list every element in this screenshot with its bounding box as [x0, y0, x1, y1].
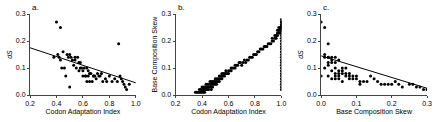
svg-text:dS: dS	[6, 50, 13, 59]
svg-text:Codon Adaptation Index: Codon Adaptation Index	[191, 108, 266, 116]
svg-text:0.2: 0.2	[16, 37, 26, 44]
svg-text:0.1: 0.1	[161, 64, 171, 71]
svg-text:1.0: 1.0	[131, 100, 141, 107]
svg-text:b.: b.	[178, 3, 185, 12]
svg-text:0.8: 0.8	[105, 100, 115, 107]
svg-text:a.: a.	[32, 3, 39, 12]
svg-text:0.3: 0.3	[161, 10, 171, 17]
svg-text:0.3: 0.3	[307, 10, 317, 17]
svg-text:Base Composition Skew: Base Composition Skew	[151, 16, 159, 93]
svg-text:0.2: 0.2	[387, 100, 397, 107]
svg-text:0.1: 0.1	[307, 64, 317, 71]
svg-text:0.1: 0.1	[16, 64, 26, 71]
svg-text:0.2: 0.2	[307, 37, 317, 44]
svg-text:0.0: 0.0	[307, 91, 317, 98]
svg-text:0.3: 0.3	[422, 100, 432, 107]
svg-text:0.3: 0.3	[16, 10, 26, 17]
svg-text:0.6: 0.6	[224, 100, 234, 107]
svg-text:0.4: 0.4	[197, 100, 207, 107]
svg-text:0.4: 0.4	[52, 100, 62, 107]
svg-text:Base Composition Skew: Base Composition Skew	[336, 108, 413, 116]
svg-text:0.0: 0.0	[161, 91, 171, 98]
svg-text:c.: c.	[323, 3, 329, 12]
svg-text:Codon Adaptation Index: Codon Adaptation Index	[46, 108, 121, 116]
svg-text:0.6: 0.6	[78, 100, 88, 107]
svg-text:0.0: 0.0	[316, 100, 326, 107]
svg-text:0.8: 0.8	[250, 100, 260, 107]
svg-text:0.2: 0.2	[25, 100, 35, 107]
svg-text:1.0: 1.0	[277, 100, 287, 107]
svg-text:0.1: 0.1	[352, 100, 362, 107]
svg-text:0.2: 0.2	[171, 100, 181, 107]
svg-text:0.2: 0.2	[161, 37, 171, 44]
svg-text:dS: dS	[297, 50, 304, 59]
svg-text:0.0: 0.0	[16, 91, 26, 98]
